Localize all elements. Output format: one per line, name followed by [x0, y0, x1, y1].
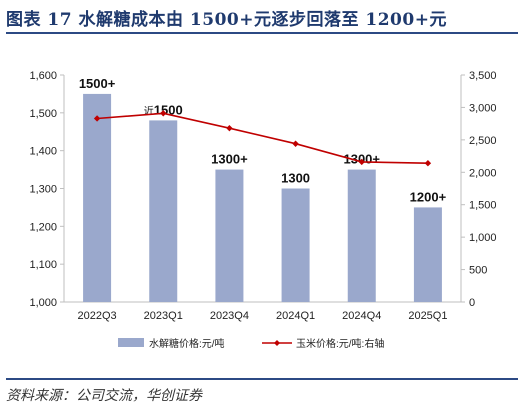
category-label: 2023Q4	[210, 310, 249, 322]
legend-bar-label: 水解糖价格:元/吨	[149, 337, 225, 350]
right-tick-label: 1,000	[469, 232, 497, 244]
category-label: 2025Q1	[408, 310, 447, 322]
left-tick-label: 1,000	[29, 297, 57, 309]
bar	[281, 188, 310, 302]
right-tick-label: 2,000	[469, 167, 497, 179]
left-tick-label: 1,200	[29, 221, 57, 233]
line-point	[292, 140, 299, 147]
right-tick-label: 1,500	[469, 200, 497, 212]
right-tick-label: 3,000	[469, 102, 497, 114]
left-tick-label: 1,100	[29, 259, 57, 271]
bar-value-label: 1300	[281, 171, 310, 186]
category-label: 2024Q1	[276, 310, 315, 322]
chart: 1,000 1,100 1,200 1,300 1,400 1,500 1,600 0 500 1…	[29, 70, 497, 350]
bar	[347, 169, 376, 302]
title-rule	[6, 32, 518, 34]
right-tick-label: 500	[469, 265, 487, 277]
bar-value-label: 1200+	[410, 189, 447, 204]
left-tick-label: 1,300	[29, 184, 57, 196]
bar	[149, 120, 178, 303]
legend-line-label: 玉米价格:元/吨:右轴	[296, 337, 384, 350]
figure-title: 图表 17 水解糖成本由 1500+元逐步回落至 1200+元	[6, 10, 447, 30]
left-tick-label: 1,400	[29, 146, 57, 158]
category-label: 2022Q3	[78, 310, 117, 322]
bar	[413, 207, 442, 302]
left-tick-label: 1,500	[29, 108, 57, 120]
bar-value-label: 1500+	[79, 76, 116, 91]
source-rule	[6, 378, 518, 380]
line-point	[424, 160, 432, 167]
legend-line-marker	[274, 340, 280, 346]
bar	[215, 169, 244, 302]
bar	[83, 93, 112, 302]
right-tick-label: 3,500	[469, 70, 497, 82]
corn-price-line	[97, 112, 428, 164]
line-point	[226, 124, 233, 132]
line-point	[93, 115, 101, 122]
legend-bar-swatch	[118, 338, 144, 347]
bar-value-label: 1300+	[211, 152, 248, 167]
right-tick-label: 2,500	[469, 135, 497, 147]
left-tick-label: 1,600	[29, 70, 57, 82]
source-note: 资料来源：公司交流，华创证券	[6, 388, 202, 404]
category-label: 2023Q1	[144, 310, 183, 322]
right-tick-label: 0	[469, 297, 475, 309]
category-label: 2024Q4	[342, 310, 381, 322]
line-point	[160, 110, 167, 117]
